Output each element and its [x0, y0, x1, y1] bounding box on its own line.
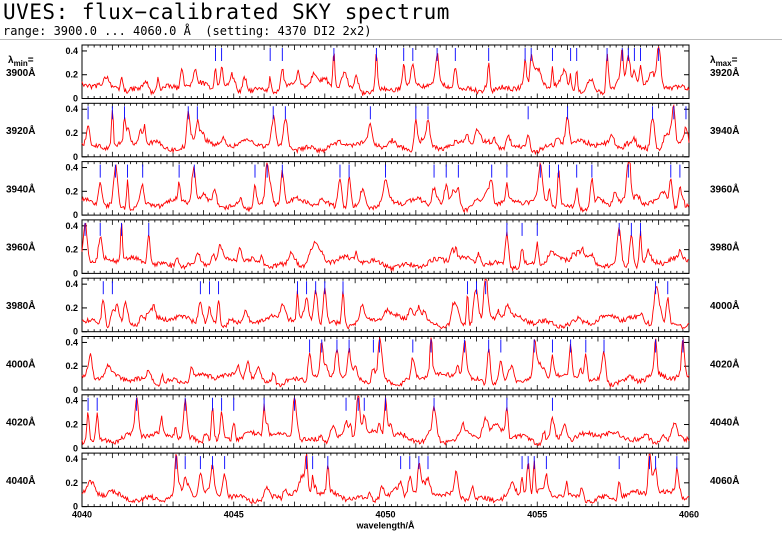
- lambda-max-label: 4060Å: [710, 474, 739, 487]
- panel-frame: [81, 452, 690, 508]
- spectrum-line: [81, 395, 690, 447]
- y-tick-label: 0.2: [65, 128, 78, 138]
- page-title: UVES: flux−calibrated SKY spectrum: [3, 0, 450, 24]
- lambda-max-label: 3980Å: [710, 241, 739, 254]
- y-tick-label: 0.4: [65, 396, 78, 406]
- lambda-min-label: 3960Å: [6, 241, 35, 254]
- spectrum-line: [81, 222, 689, 272]
- page-subtitle: range: 3900.0 ... 4060.0 Å (setting: 437…: [3, 24, 372, 38]
- y-tick-label: 0.4: [65, 163, 78, 173]
- lambda-min-heading: λmin=: [8, 55, 34, 68]
- y-tick-label: 0: [73, 327, 78, 337]
- spectrum-line: [81, 337, 690, 389]
- y-tick-label: 0.2: [65, 70, 78, 80]
- y-tick-label: 0.4: [65, 337, 78, 347]
- lambda-max-label: 3960Å: [710, 182, 739, 195]
- panel-6: 0 0.2 0.4 4000Å 4020Å: [6, 336, 739, 395]
- y-tick-label: 0.4: [65, 279, 78, 289]
- y-tick-label: 0: [73, 502, 78, 512]
- panel-3: 0 0.2 0.4 3940Å 3960Å: [6, 161, 739, 220]
- x-axis-label: wavelength/Å: [355, 521, 415, 531]
- panel-frame: [81, 336, 690, 391]
- y-tick-label: 0.2: [65, 361, 78, 371]
- y-tick-label: 0: [73, 443, 78, 453]
- y-tick-label: 0: [73, 268, 78, 278]
- lambda-max-label: 4020Å: [710, 357, 739, 370]
- x-tick-label: 4055: [527, 510, 547, 520]
- panel-7: 0 0.2 0.4 4020Å 4040Å: [6, 394, 739, 453]
- y-tick-label: 0.2: [65, 478, 78, 488]
- y-tick-label: 0: [73, 210, 78, 220]
- header-divider: [0, 39, 782, 40]
- y-tick-label: 0.2: [65, 303, 78, 313]
- lambda-min-label: 4020Å: [6, 416, 35, 429]
- lambda-min-label: 3980Å: [6, 299, 35, 312]
- lambda-min-label: 3920Å: [6, 124, 35, 137]
- panel-4: 0 0.2 0.4 3960Å 3980Å: [6, 219, 739, 278]
- y-tick-label: 0.2: [65, 420, 78, 430]
- y-tick-label: 0.4: [65, 46, 78, 56]
- x-tick-label: 4040: [72, 510, 92, 520]
- panel-2: 0 0.2 0.4 3920Å 3940Å: [6, 102, 739, 162]
- panel-frame: [81, 102, 690, 158]
- y-tick-label: 0.4: [65, 104, 78, 114]
- panel-5: 0 0.2 0.4 3980Å 4000Å: [6, 277, 739, 337]
- lambda-min-label: 3940Å: [6, 182, 35, 195]
- x-tick-label: 4060: [679, 510, 699, 520]
- lambda-min-label: 4040Å: [6, 474, 35, 487]
- lambda-max-label: 3940Å: [710, 124, 739, 137]
- lambda-max-heading: λmax=: [710, 55, 738, 68]
- y-tick-label: 0.2: [65, 245, 78, 255]
- lambda-min-label: 3900Å: [6, 66, 35, 79]
- y-tick-label: 0: [73, 385, 78, 395]
- y-tick-label: 0: [73, 152, 78, 162]
- lambda-max-label: 4000Å: [710, 299, 739, 312]
- panel-frame: [81, 277, 690, 333]
- y-tick-label: 0: [73, 94, 78, 104]
- spectrum-line: [81, 103, 690, 156]
- panel-1: 0 0.2 0.4 3900Å 3920Å: [6, 44, 739, 104]
- panel-8: 0 0.2 0.4 4040Å 4060Å 4040 4045 4050 4055 4060 wav…: [6, 452, 739, 531]
- spectrum-line: [81, 453, 690, 505]
- y-tick-label: 0.2: [65, 186, 78, 196]
- spectrum-line: [81, 278, 690, 330]
- y-tick-label: 0.4: [65, 221, 78, 231]
- x-tick-label: 4045: [224, 510, 244, 520]
- x-tick-label: 4050: [375, 510, 395, 520]
- spectrum-line: [81, 45, 690, 96]
- spectrum-line: [81, 161, 690, 214]
- y-tick-label: 0.4: [65, 454, 78, 464]
- lambda-max-label: 4040Å: [710, 416, 739, 429]
- lambda-min-label: 4000Å: [6, 357, 35, 370]
- lambda-max-label: 3920Å: [710, 66, 739, 79]
